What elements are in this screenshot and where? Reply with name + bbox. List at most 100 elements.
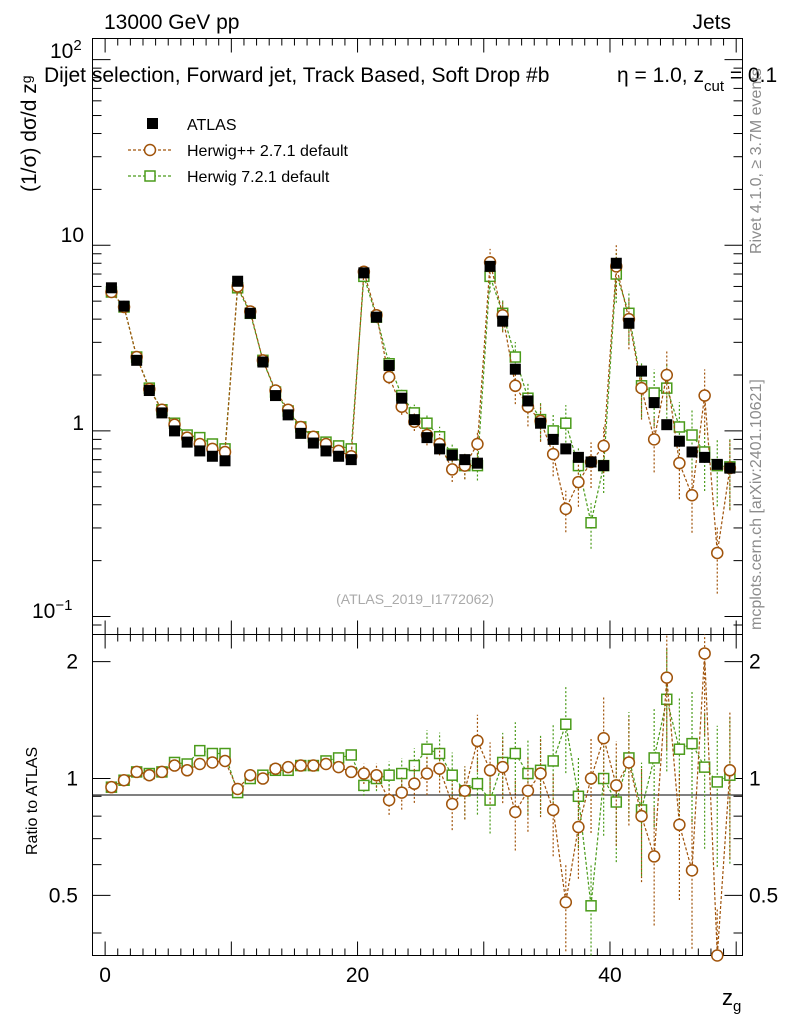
mcplots-info: mcplots.cern.ch [arXiv:2401.10621] [748,379,765,630]
atlas-point [383,360,395,372]
herwigpp-point [445,463,459,476]
atlas-point [636,365,648,377]
ratio-herwigpp-point [395,786,408,799]
ratio-herwigpp-point [420,767,434,780]
ratio-herwigpp-point [408,777,421,790]
herwigpp-point [647,433,661,446]
atlas-point [547,433,559,445]
herwig7-point [686,429,698,441]
x-axis-label: zg [722,985,741,1015]
ratio-tick-labels: 0.5 0.5 1 1 2 2 [49,651,778,908]
axis-ticks [92,38,743,956]
herwigpp-point [572,475,585,489]
atlas-point [673,435,685,447]
ratio-herwigpp-point [433,762,446,775]
atlas-point [661,419,673,431]
herwigpp-point [698,389,711,402]
main-data-layer [105,245,737,594]
atlas-point [509,363,521,375]
ratio-herwig7-point [547,755,559,767]
herwig7-point [673,421,686,433]
ratio-herwigpp-point [521,784,535,798]
rivet-info: Rivet 4.1.0, ≥ 3.7M events [748,68,765,254]
x-tick-labels: 0 20 40 [99,964,621,987]
atlas-point [105,282,117,294]
atlas-point [434,443,446,455]
atlas-point [143,385,155,397]
atlas-point [408,414,420,426]
ratio-herwigpp-point [143,768,156,782]
series-line-herwigpp [110,262,731,554]
atlas-point [459,454,471,466]
ratio-herwig7-point [383,769,395,781]
legend: ATLAS Herwig++ 2.7.1 default Herwig 7.2.… [128,117,349,186]
ratio-tick-label-right: 2 [749,651,761,674]
atlas-point [560,443,572,455]
atlas-point [585,456,597,468]
ratio-herwig7-point [345,749,357,761]
atlas-point [206,450,218,462]
ratio-herwigpp-point [168,759,181,772]
ratio-herwigpp-point [231,782,244,796]
herwigpp-point [546,447,560,461]
category-label: Jets [692,11,731,34]
series-line-herwig7 [110,273,730,523]
legend-herwigpp-marker [143,143,157,157]
herwigpp-point [673,456,686,470]
atlas-point [270,390,282,402]
ratio-herwig7-point [686,737,698,750]
legend-atlas-marker [147,118,158,129]
herwig7-point [585,516,597,529]
ratio-herwig7-point [585,900,597,912]
ratio-herwigpp-point [117,773,131,787]
ratio-panel [92,634,743,956]
atlas-point [131,354,143,366]
ratio-herwigpp-point [294,759,308,772]
ratio-line-herwig7 [111,699,731,906]
atlas-point [345,454,357,466]
ratio-herwigpp-point [445,797,459,811]
atlas-point [333,450,345,462]
atlas-point [169,425,181,437]
ratio-herwigpp-point [370,768,383,782]
atlas-point [484,260,496,272]
ratio-herwigpp-point [584,772,598,785]
atlas-point [446,449,458,461]
atlas-point [572,451,584,463]
herwig7-point [560,417,572,429]
ratio-herwigpp-point [382,793,396,807]
atlas-point [686,446,698,458]
x-tick-label: 20 [346,964,369,987]
ratio-herwigpp-point [105,780,118,794]
plot-title: Dijet selection, Forward jet, Track Base… [44,64,777,95]
ratio-herwigpp-point [496,760,509,774]
ratio-herwig7-point [698,761,711,773]
ratio-herwigpp-point [660,671,674,684]
ratio-herwigpp-point [193,757,207,771]
herwig7-point [509,351,522,363]
atlas-point [724,462,736,474]
atlas-point [118,300,130,312]
ratio-herwigpp-point [597,731,610,745]
atlas-point [358,267,370,279]
analysis-watermark: (ATLAS_2019_I1772062) [336,591,494,607]
atlas-point [257,356,269,368]
ratio-herwigpp-point [572,820,585,834]
ratio-tick-label: 1 [66,768,78,791]
ratio-tick-label-right: 1 [749,768,761,791]
atlas-point [623,317,635,329]
atlas-point [282,409,294,421]
ratio-herwigpp-point [559,896,573,909]
atlas-point [295,427,307,439]
y-axis-label: (1/σ) dσ/d zg [18,75,41,192]
atlas-point [471,457,483,469]
ratio-herwigpp-point [357,767,371,780]
ratio-herwigpp-point [610,779,623,792]
ratio-herwigpp-point [218,754,232,768]
ratio-herwigpp-point [635,809,648,823]
ratio-herwig7-point [711,776,724,788]
herwigpp-point [685,489,699,502]
atlas-point [156,407,168,419]
ratio-tick-label: 0.5 [49,884,78,907]
ratio-herwig7-point [358,779,370,792]
